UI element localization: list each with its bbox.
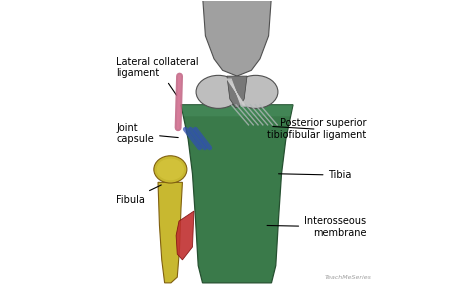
Ellipse shape bbox=[196, 75, 241, 108]
Text: Tibia: Tibia bbox=[279, 170, 352, 180]
Text: Fibula: Fibula bbox=[116, 185, 161, 204]
Ellipse shape bbox=[154, 156, 187, 183]
Polygon shape bbox=[181, 105, 293, 116]
Text: Joint
capsule: Joint capsule bbox=[116, 123, 178, 144]
Polygon shape bbox=[176, 211, 194, 260]
Text: Interosseous
membrane: Interosseous membrane bbox=[267, 216, 366, 238]
Text: Posterior superior
tibiofibular ligament: Posterior superior tibiofibular ligament bbox=[267, 118, 366, 140]
Polygon shape bbox=[181, 105, 293, 283]
Polygon shape bbox=[202, 0, 272, 76]
Ellipse shape bbox=[157, 159, 184, 180]
Polygon shape bbox=[158, 182, 182, 283]
Text: Lateral collateral
ligament: Lateral collateral ligament bbox=[116, 57, 199, 95]
Polygon shape bbox=[227, 76, 247, 108]
Ellipse shape bbox=[233, 75, 278, 108]
Text: TeachMeSeries: TeachMeSeries bbox=[325, 275, 372, 280]
